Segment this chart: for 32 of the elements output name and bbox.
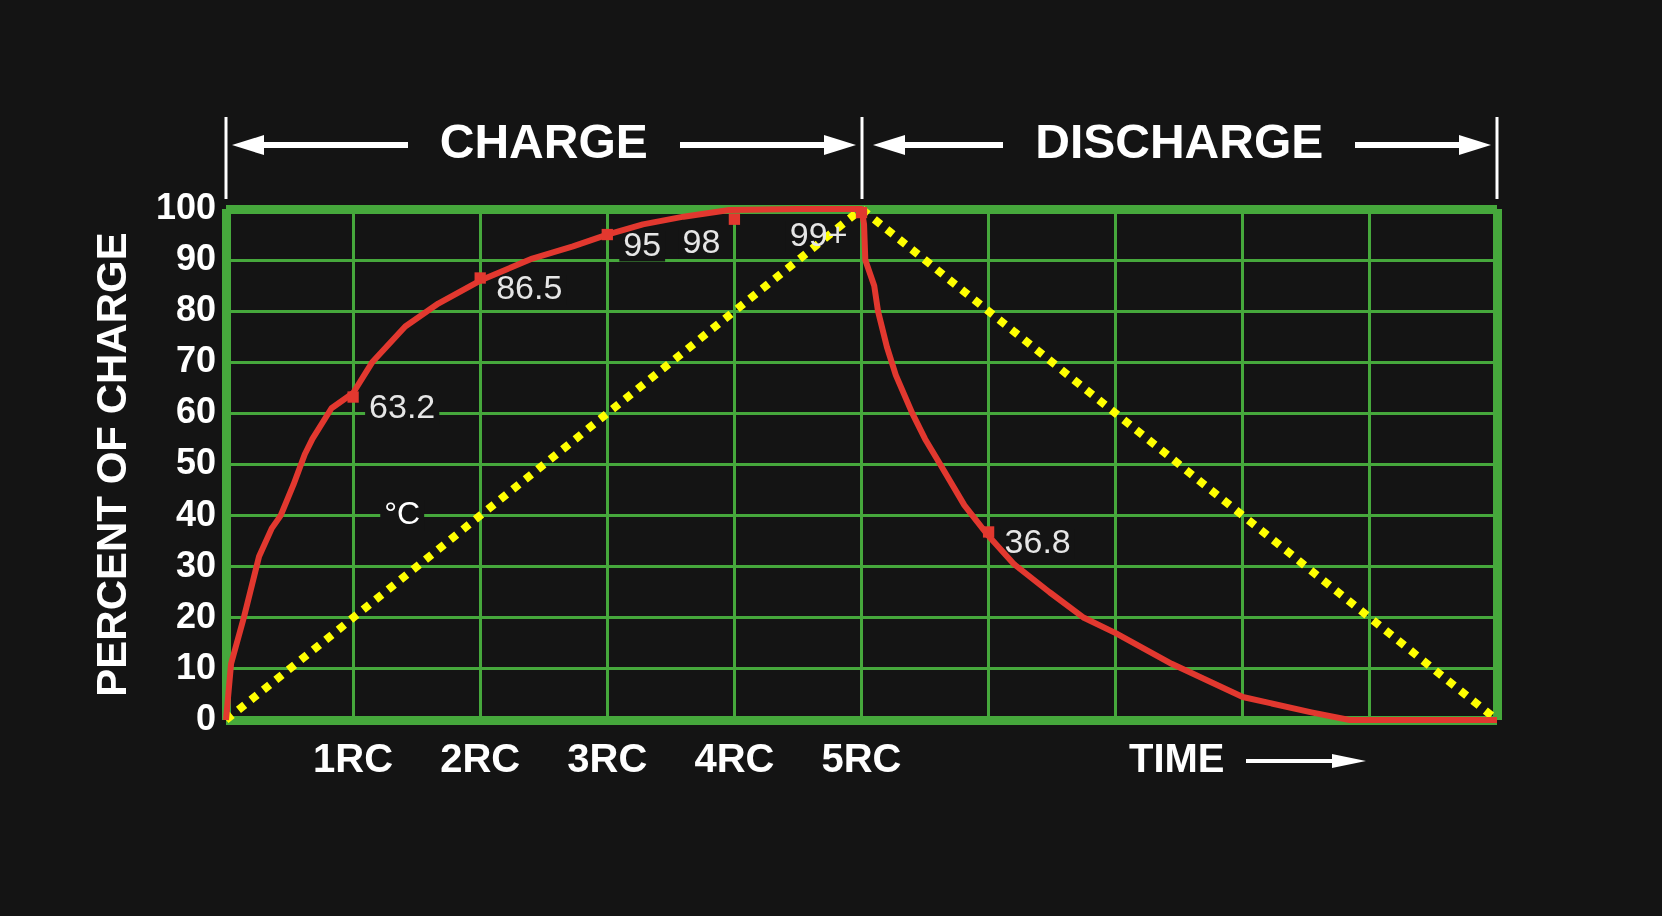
y-tick-label: 40 — [175, 492, 216, 534]
series-label: °C — [384, 495, 421, 532]
y-tick-label: 30 — [175, 543, 216, 585]
x-tick-label: 2RC — [440, 736, 521, 781]
point — [728, 213, 741, 225]
y-tick-label: 90 — [175, 237, 216, 279]
text: CHARGE — [439, 115, 648, 169]
y-tick-label: 70 — [175, 339, 216, 381]
point — [855, 206, 868, 219]
data-label: 63.2 — [369, 387, 436, 426]
x-axis-title: TIME — [1128, 736, 1225, 781]
x-tick-label: 1RC — [313, 736, 394, 781]
y-tick-label: 0 — [195, 696, 216, 738]
point — [982, 526, 995, 538]
x-tick-label: 3RC — [567, 736, 648, 781]
y-tick-label: 100 — [155, 185, 216, 227]
point — [601, 228, 613, 241]
text: DISCHARGE — [1035, 115, 1324, 169]
point — [474, 272, 486, 284]
x-tick-label: 4RC — [694, 736, 775, 781]
data-label: 86.5 — [496, 268, 563, 307]
point — [347, 391, 359, 403]
data-label: 36.8 — [1004, 522, 1071, 561]
y-tick-label: 50 — [175, 441, 216, 483]
y-tick-label: 10 — [175, 645, 216, 687]
x-tick-label: 5RC — [821, 736, 902, 781]
y-axis-title: PERCENT OF CHARGE — [87, 232, 135, 697]
y-tick-label: 20 — [175, 594, 216, 636]
y-tick-label: 60 — [175, 390, 216, 432]
data-label: 98 — [682, 221, 721, 260]
y-tick-label: 80 — [175, 288, 216, 330]
data-label: 95 — [623, 224, 662, 263]
